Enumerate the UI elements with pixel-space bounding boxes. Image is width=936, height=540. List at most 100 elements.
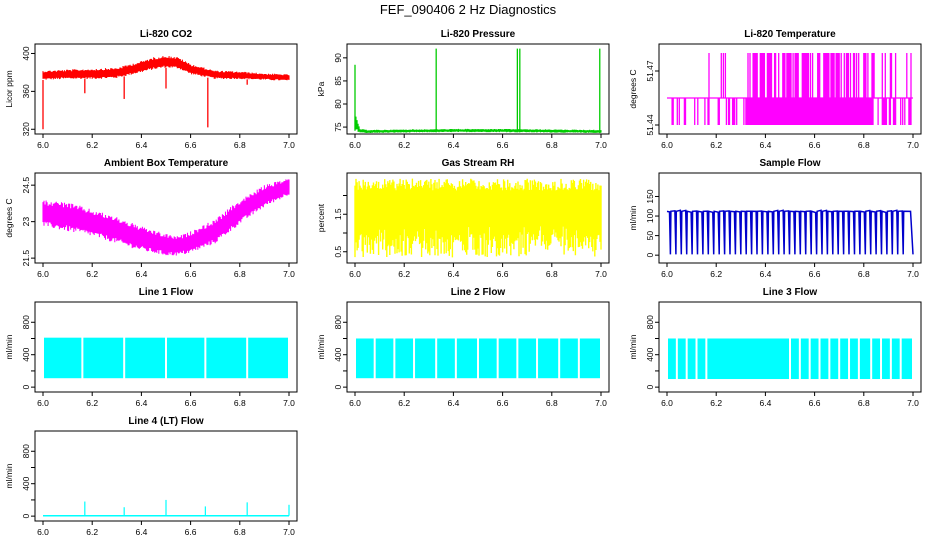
x-tick-label: 7.0 — [595, 140, 607, 150]
y-tick-label: 23 — [21, 217, 31, 227]
x-tick-label: 6.2 — [398, 140, 410, 150]
flow-segment — [697, 338, 706, 380]
flow-segment — [518, 338, 537, 379]
series-line — [354, 178, 602, 258]
flow-segment — [44, 337, 82, 379]
series-line — [42, 56, 290, 130]
panel-title: Gas Stream RH — [442, 158, 515, 169]
x-tick-label: 6.8 — [546, 398, 558, 408]
series-band — [354, 178, 602, 258]
flow-segment — [830, 338, 839, 380]
x-tick-label: 6.2 — [86, 398, 98, 408]
flow-segment — [395, 338, 414, 379]
y-tick-label: 400 — [21, 347, 31, 361]
series-line — [42, 179, 290, 256]
chart-panel-9: Line 3 Flow 6.0 6.2 6.4 6.6 6.8 7.0 0 400 800 ml/m… — [628, 287, 922, 408]
x-tick-label: 7.0 — [907, 269, 919, 279]
flow-segment — [125, 337, 165, 379]
x-tick-label: 6.0 — [661, 398, 673, 408]
series-line — [44, 337, 288, 379]
y-axis-label: degrees C — [4, 198, 14, 237]
y-tick-label: 400 — [21, 476, 31, 490]
y-axis-label: percent — [316, 203, 326, 232]
series-pulses — [666, 209, 914, 255]
x-tick-label: 6.0 — [37, 140, 49, 150]
chart-panel-5: Gas Stream RH 6.0 6.2 6.4 6.6 6.8 7.0 0.5 1.5 per… — [316, 158, 610, 279]
flow-segment — [206, 337, 247, 379]
x-tick-label: 6.4 — [447, 140, 459, 150]
x-tick-label: 6.2 — [86, 140, 98, 150]
plot-frame — [658, 172, 922, 264]
x-tick-label: 7.0 — [595, 398, 607, 408]
flow-segment — [479, 338, 497, 379]
series-steps — [667, 53, 913, 125]
x-tick-label: 6.6 — [809, 269, 821, 279]
figure-title: FEF_090406 2 Hz Diagnostics — [379, 2, 557, 17]
chart-panel-2: Li-820 Pressure 6.0 6.2 6.4 6.6 6.8 7.0 75 80 85 9… — [316, 29, 610, 150]
plot-frame — [346, 172, 610, 264]
x-tick-label: 6.0 — [37, 269, 49, 279]
flow-segment — [800, 338, 809, 380]
flow-segment — [415, 338, 436, 379]
x-tick-label: 6.8 — [858, 140, 870, 150]
y-tick-label: 1.5 — [333, 208, 343, 220]
panel-title: Sample Flow — [759, 158, 820, 169]
series-line — [666, 209, 914, 255]
y-tick-label: 51.47 — [645, 60, 655, 82]
flow-segment — [375, 338, 394, 379]
x-tick-label: 6.4 — [759, 140, 771, 150]
flow-segment — [83, 337, 124, 379]
x-tick-label: 6.4 — [759, 398, 771, 408]
plot-frame — [658, 301, 922, 393]
x-tick-label: 6.4 — [135, 269, 147, 279]
flow-segment — [859, 338, 871, 380]
x-tick-label: 6.6 — [185, 527, 197, 537]
x-tick-label: 6.8 — [858, 398, 870, 408]
series-line — [667, 53, 913, 125]
x-tick-label: 6.4 — [135, 527, 147, 537]
y-tick-label: 100 — [645, 209, 655, 223]
x-tick-label: 6.6 — [809, 140, 821, 150]
y-axis-label: degrees C — [628, 69, 638, 108]
flow-segment — [901, 338, 912, 380]
x-tick-label: 6.2 — [710, 140, 722, 150]
chart-panel-4: Ambient Box Temperature 6.0 6.2 6.4 6.6 6.8 7.… — [4, 158, 298, 279]
panel-title: Line 3 Flow — [763, 287, 818, 298]
x-tick-label: 6.2 — [86, 269, 98, 279]
flow-segment — [456, 338, 477, 379]
y-axis-label: ml/min — [316, 334, 326, 359]
y-axis-label: ml/min — [4, 463, 14, 488]
x-tick-label: 6.4 — [759, 269, 771, 279]
y-axis-label: ml/min — [628, 205, 638, 230]
x-tick-label: 6.8 — [546, 140, 558, 150]
x-tick-label: 6.6 — [809, 398, 821, 408]
panel-title: Li-820 Pressure — [441, 29, 516, 40]
x-tick-label: 6.8 — [234, 527, 246, 537]
y-tick-label: 360 — [21, 84, 31, 98]
chart-panel-8: Line 2 Flow 6.0 6.2 6.4 6.6 6.8 7.0 0 400 800 ml/m… — [316, 287, 610, 408]
flow-segment — [677, 338, 686, 380]
flow-segment — [668, 338, 676, 380]
y-axis-label: ml/min — [628, 334, 638, 359]
x-tick-label: 6.0 — [349, 140, 361, 150]
series-band — [42, 56, 290, 81]
x-tick-label: 6.6 — [497, 140, 509, 150]
y-tick-label: 85 — [333, 76, 343, 86]
series-line — [668, 338, 912, 380]
chart-panel-10: Line 4 (LT) Flow 6.0 6.2 6.4 6.6 6.8 7.0 0 400 80… — [4, 416, 298, 537]
y-tick-label: 21.5 — [21, 250, 31, 267]
x-tick-label: 6.2 — [398, 398, 410, 408]
flow-segment — [248, 337, 288, 379]
flow-segment — [882, 338, 890, 380]
flow-segment — [872, 338, 881, 380]
flow-segment — [356, 338, 374, 379]
panel-title: Li-820 Temperature — [744, 29, 836, 40]
x-tick-label: 6.6 — [185, 140, 197, 150]
flow-segment — [167, 337, 205, 379]
chart-panel-6: Sample Flow 6.0 6.2 6.4 6.6 6.8 7.0 0 50 100 150 ml… — [628, 158, 922, 279]
x-tick-label: 6.8 — [234, 269, 246, 279]
series-line — [43, 499, 290, 517]
x-tick-label: 6.2 — [710, 398, 722, 408]
y-tick-label: 0 — [645, 385, 655, 390]
